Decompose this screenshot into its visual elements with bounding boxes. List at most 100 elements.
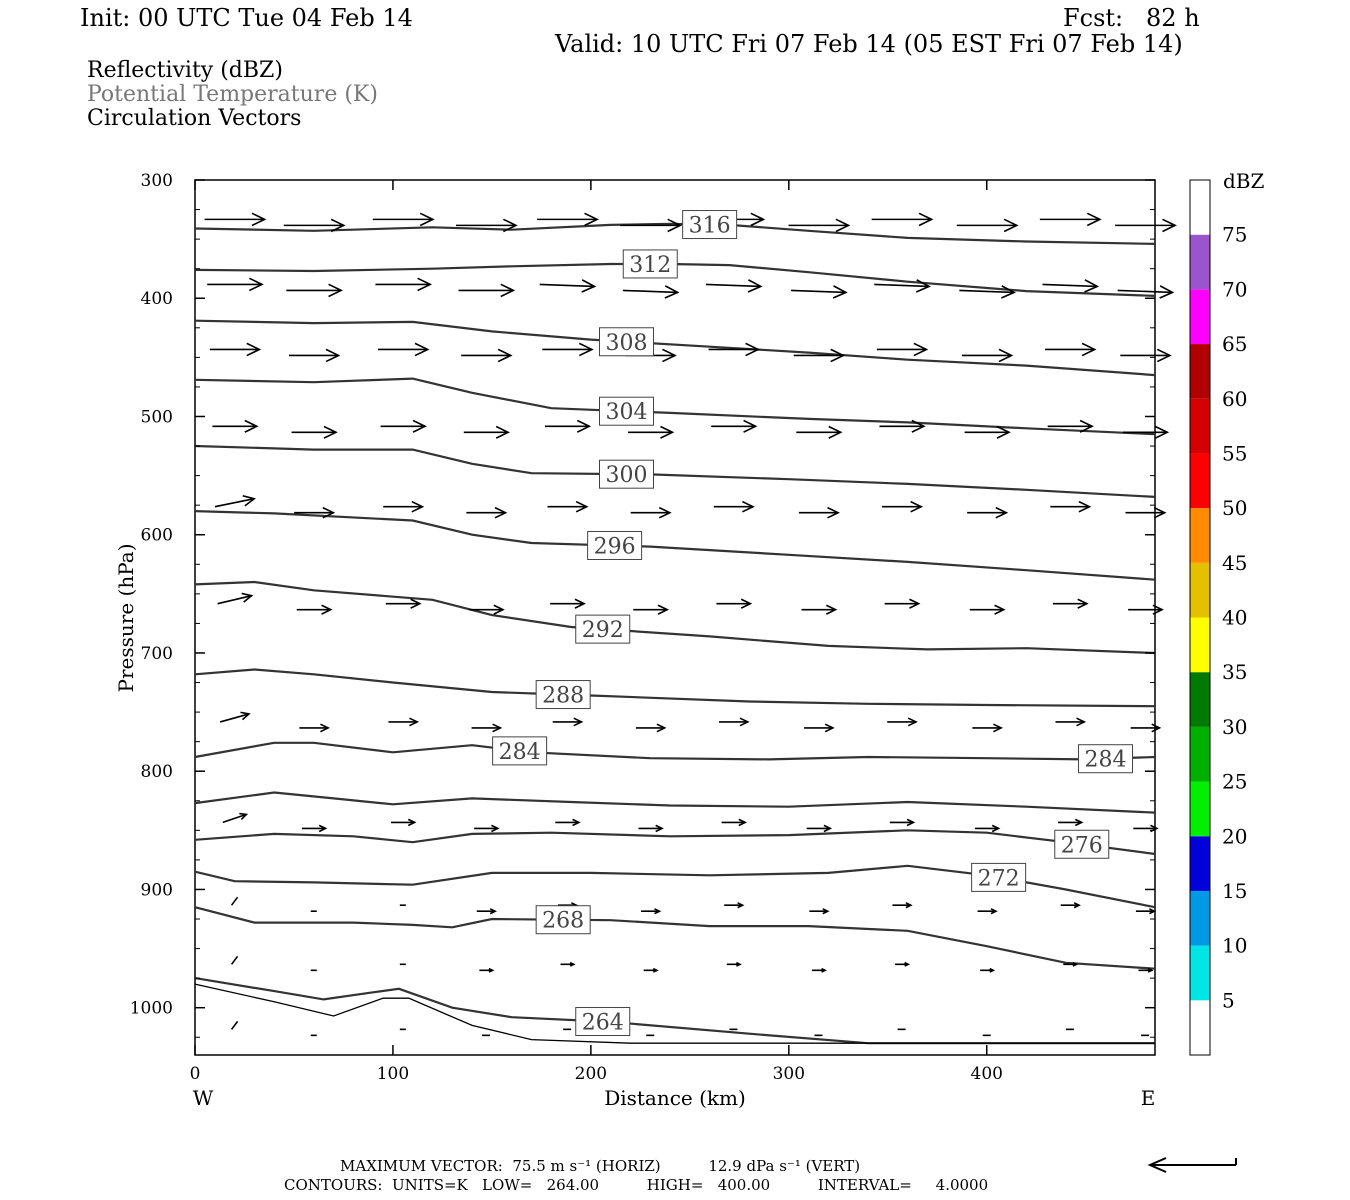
vector-head (1072, 961, 1079, 967)
circulation-vector (1039, 212, 1102, 227)
vector-head (494, 506, 508, 519)
circulation-vector (884, 598, 921, 609)
vector-head (492, 723, 503, 733)
valid-time: Valid: 10 UTC Fri 07 Feb 14 (05 EST Fri … (554, 30, 1183, 58)
contour-labels: 316 312 308 304 300 296 292 288 284 284 276 272 268 2… (492, 210, 1134, 1037)
circulation-vector (547, 500, 589, 513)
colorbar-swatch (1190, 781, 1210, 837)
circulation-vector (1045, 342, 1097, 357)
circulation-vector (972, 723, 1003, 733)
vector-head (325, 348, 341, 363)
vector-head (573, 717, 584, 727)
vector-head (251, 212, 267, 227)
plot-frame (194, 179, 1156, 1056)
circulation-vector (539, 279, 597, 293)
colorbar-level: 30 (1222, 715, 1247, 739)
reference-vector-icon (1147, 1157, 1237, 1173)
circulation-vector (380, 419, 427, 433)
vector-head (739, 717, 750, 727)
vector-head (996, 425, 1011, 439)
circulation-vector (301, 824, 328, 833)
vector-head (1084, 279, 1100, 293)
circulation-vector (964, 425, 1011, 439)
circulation-vector (793, 348, 846, 363)
contour-label: 296 (594, 534, 636, 559)
forecast-hour: Fcst: 82 h (1063, 4, 1200, 32)
circulation-vector (628, 425, 675, 439)
contour-label: 304 (606, 400, 648, 425)
circulation-vector (708, 342, 761, 357)
circulation-vector (643, 967, 659, 973)
vector-head (575, 500, 589, 513)
vector-head (330, 218, 346, 233)
circulation-vector (542, 342, 594, 357)
vector-head (736, 961, 742, 967)
circulation-vector (633, 604, 670, 615)
contour-label-box (1078, 744, 1134, 774)
vector-head (740, 598, 753, 609)
vector-head (1086, 212, 1102, 227)
theta-contour-line (194, 510, 1156, 581)
colorbar-swatch (1190, 180, 1210, 235)
vector-head (658, 506, 672, 519)
circulation-vector (705, 279, 763, 293)
vector-head (246, 342, 262, 357)
max-vector-note: MAXIMUM VECTOR: 75.5 m s⁻¹ (HORIZ) 12.9 … (340, 1157, 860, 1175)
vector-head (990, 908, 998, 915)
vector-head (572, 818, 581, 827)
colorbar-level: 25 (1222, 770, 1247, 794)
vector-head (1003, 218, 1019, 233)
contour-label-box (622, 249, 678, 279)
vector-head (249, 277, 264, 292)
colorbar-level: 15 (1222, 879, 1247, 903)
init-time: Init: 00 UTC Tue 04 Feb 14 (80, 4, 413, 32)
circulation-vector (638, 824, 664, 833)
y-tick-label: 500 (141, 407, 173, 427)
colorbar-level: 50 (1222, 496, 1247, 520)
y-tick-label: 400 (141, 289, 173, 309)
circulation-vector (718, 717, 750, 727)
contour-label: 288 (542, 684, 584, 709)
theta-contours (194, 222, 1156, 1045)
contour-label-box (971, 862, 1027, 892)
axis-ticks: 0 100 200 300 400 300 400 500 600 700 800 900 1000 (130, 171, 1155, 1084)
vector-head (655, 824, 664, 833)
circulation-vector (959, 285, 1016, 299)
colorbar-title: dBZ (1223, 169, 1265, 193)
circulation-vector (630, 506, 672, 519)
x-end-label-west: W (193, 1086, 214, 1110)
vector-head (1154, 425, 1170, 439)
contour-label: 284 (499, 740, 541, 765)
theta-contour-line (194, 444, 1156, 498)
theta-contour-line (194, 741, 1156, 761)
vector-head (414, 342, 430, 357)
vector-shaft (874, 283, 930, 288)
circulation-vector (798, 506, 840, 519)
vector-head (1077, 598, 1089, 609)
circulation-vector (204, 212, 267, 227)
vector-head (410, 598, 422, 609)
vector-head (1079, 419, 1094, 433)
vector-head (412, 419, 427, 433)
y-tick-label: 800 (141, 762, 173, 782)
field-theta: Potential Temperature (K) (87, 82, 378, 107)
contour-label-box (599, 396, 655, 426)
circulation-vector (222, 812, 249, 824)
vector-shaft (230, 955, 239, 965)
circulation-vector (892, 902, 913, 909)
vector-head (417, 277, 433, 292)
theta-contour-line (194, 222, 1156, 245)
contour-label-box (587, 530, 643, 560)
vector-head (1156, 348, 1172, 363)
circulation-vector (286, 283, 344, 298)
colorbar-level: 20 (1222, 824, 1247, 848)
circulation-vector (385, 598, 422, 609)
vector-head (497, 348, 513, 363)
colorbar-level: 75 (1222, 223, 1247, 247)
x-axis-label: Distance (km) (604, 1086, 746, 1110)
vector-head (584, 212, 599, 227)
vector-head (241, 592, 254, 603)
vector-head (998, 348, 1014, 363)
field-reflectivity: Reflectivity (dBZ) (87, 58, 283, 83)
vector-head (328, 283, 344, 298)
